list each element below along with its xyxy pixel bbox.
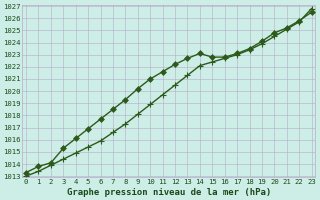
X-axis label: Graphe pression niveau de la mer (hPa): Graphe pression niveau de la mer (hPa) xyxy=(67,188,271,197)
